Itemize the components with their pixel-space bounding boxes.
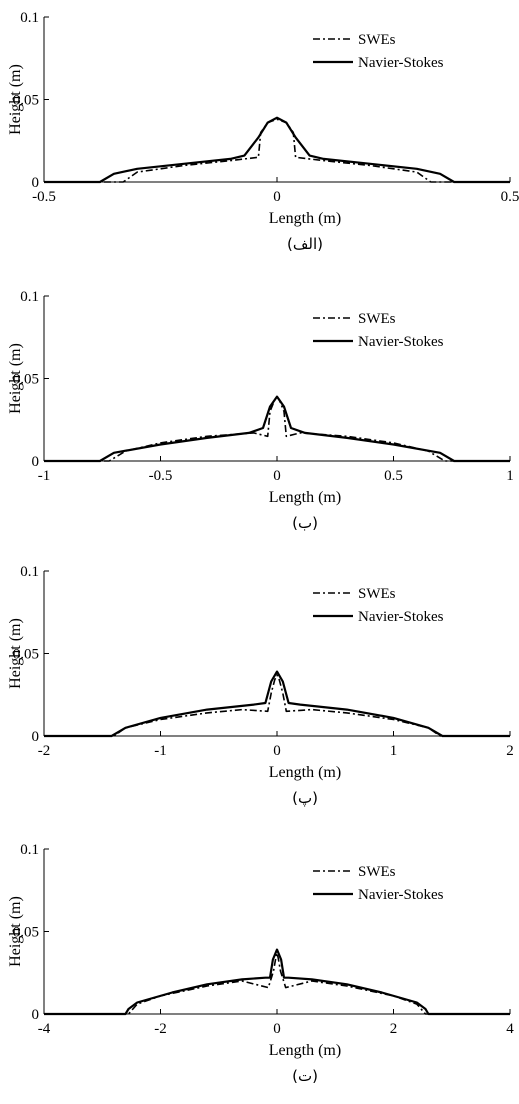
swe-series-line [44, 674, 510, 737]
y-tick-label: 0 [32, 1007, 40, 1023]
legend-ns-label: Navier-Stokes [358, 334, 444, 350]
x-tick-label: -4 [38, 1021, 51, 1037]
chart-panel-3: -2 -1 0 1 2 0 0.05 0.1 Length (m) Height (m) (پ) SW… [7, 564, 514, 807]
y-tick-label: 0 [32, 729, 40, 745]
y-tick-label: 0.1 [20, 289, 39, 305]
legend-ns-label: Navier-Stokes [358, 887, 444, 903]
x-tick-label: 0 [273, 1021, 281, 1037]
x-tick-label: 0.5 [384, 468, 403, 484]
x-axis-label: Length (m) [269, 1042, 341, 1059]
chart-panel-4: -4 -2 0 2 4 0 0.05 0.1 Length (m) Height (m) (ت) SW… [7, 842, 514, 1085]
x-tick-label: 0 [273, 189, 281, 205]
y-tick-label: 0.05 [13, 925, 39, 941]
y-tick-label: 0.05 [13, 647, 39, 663]
x-tick-label: 4 [506, 1021, 514, 1037]
x-tick-label: -2 [154, 1021, 167, 1037]
x-tick-label: 0 [273, 468, 281, 484]
y-tick-label: 0.05 [13, 93, 39, 109]
swe-series-line [44, 952, 510, 1015]
panel-caption: (ت) [292, 1067, 318, 1085]
swe-series-line [44, 118, 510, 183]
x-tick-label: 2 [506, 743, 514, 759]
y-tick-label: 0.1 [20, 10, 39, 26]
x-tick-label: -0.5 [32, 189, 56, 205]
legend-swe-label: SWEs [358, 864, 396, 880]
y-tick-label: 0.1 [20, 842, 39, 858]
y-tick-label: 0.05 [13, 372, 39, 388]
legend-ns-label: Navier-Stokes [358, 609, 444, 625]
swe-series-line [44, 395, 510, 462]
x-tick-label: 0.5 [501, 189, 519, 205]
navier-stokes-series-line [44, 948, 510, 1016]
x-tick-label: -1 [38, 468, 51, 484]
panel-caption: (الف) [287, 235, 323, 253]
chart-panel-2: -1 -0.5 0 0.5 1 0 0.05 0.1 Length (m) Height (m) (… [7, 289, 514, 532]
x-tick-label: 1 [506, 468, 514, 484]
y-tick-label: 0.1 [20, 564, 39, 580]
navier-stokes-series-line [44, 670, 510, 738]
y-tick-label: 0 [32, 454, 40, 470]
legend-swe-label: SWEs [358, 586, 396, 602]
panel-caption: (ب) [292, 514, 318, 532]
x-axis-label: Length (m) [269, 764, 341, 781]
x-tick-label: 2 [390, 1021, 398, 1037]
y-axis-label: Height (m) [7, 343, 24, 414]
navier-stokes-series-line [44, 395, 510, 463]
y-tick-label: 0 [32, 175, 40, 191]
x-tick-label: 1 [390, 743, 398, 759]
y-axis-label: Height (m) [7, 64, 24, 135]
x-tick-label: -1 [154, 743, 167, 759]
x-tick-label: -0.5 [149, 468, 173, 484]
y-axis-label: Height (m) [7, 618, 24, 689]
x-tick-label: -2 [38, 743, 51, 759]
x-axis-label: Length (m) [269, 210, 341, 227]
legend-ns-label: Navier-Stokes [358, 55, 444, 71]
y-axis-label: Height (m) [7, 896, 24, 967]
x-tick-label: 0 [273, 743, 281, 759]
x-axis-label: Length (m) [269, 489, 341, 506]
legend-swe-label: SWEs [358, 311, 396, 327]
navier-stokes-series-line [44, 116, 510, 184]
panel-caption: (پ) [292, 789, 318, 807]
legend-swe-label: SWEs [358, 32, 396, 48]
